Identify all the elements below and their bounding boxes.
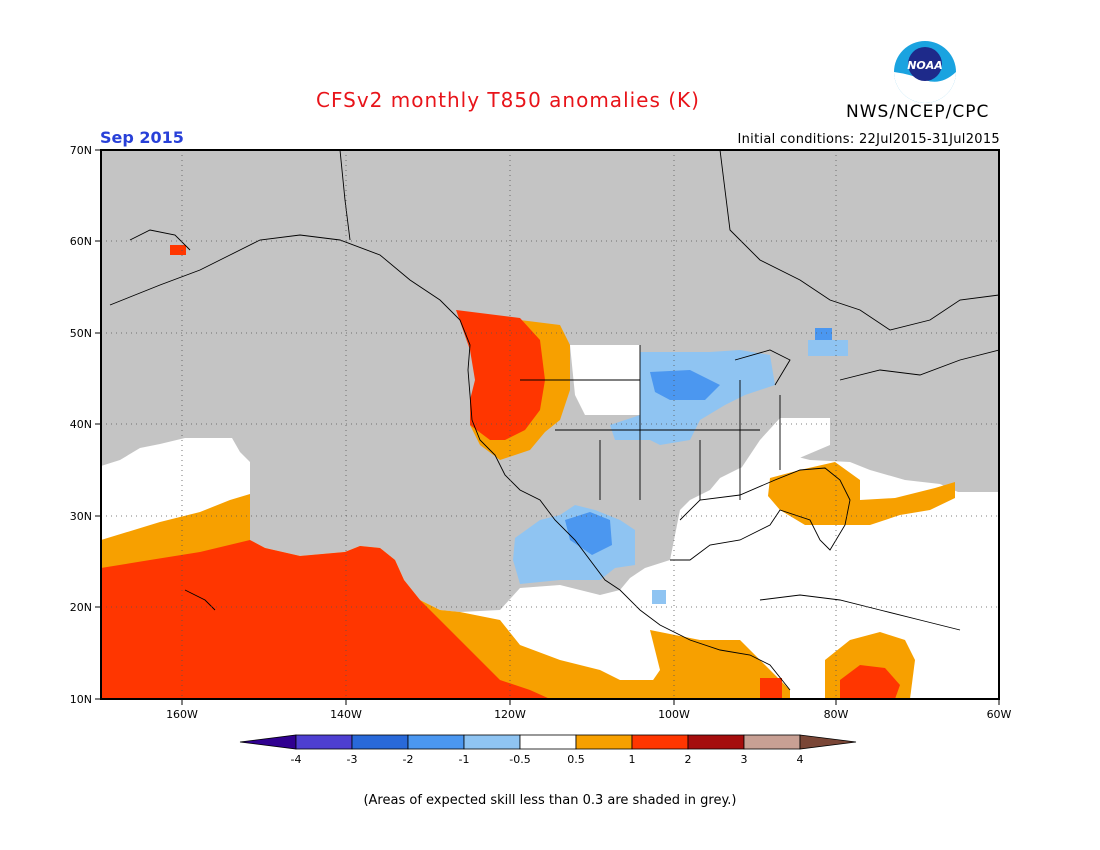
- lon-label: 100W: [658, 708, 690, 721]
- noaa-logo-text: NOAA: [907, 59, 943, 72]
- colorbar-swatch: [295, 734, 353, 750]
- anomaly-lightblue-spot: [652, 590, 666, 604]
- lon-label: 140W: [330, 708, 362, 721]
- anomaly-blue-east-canada: [815, 328, 832, 340]
- lat-label: 70N: [70, 144, 92, 157]
- colorbar-tick-label: -2: [403, 753, 414, 766]
- lon-label: 80W: [824, 708, 849, 721]
- colorbar-tick-label: 2: [685, 753, 692, 766]
- anomaly-red-central-america: [760, 678, 782, 699]
- neutral-southeast: [720, 418, 830, 510]
- colorbar-extend-low: [239, 734, 297, 750]
- anomaly-red-alaska: [170, 245, 186, 255]
- colorbar-tick-label: -3: [347, 753, 358, 766]
- footnote: (Areas of expected skill less than 0.3 a…: [363, 793, 737, 808]
- lat-label: 40N: [70, 418, 92, 431]
- lat-label: 50N: [70, 327, 92, 340]
- lon-label: 60W: [987, 708, 1012, 721]
- colorbar-extend-high: [799, 734, 857, 750]
- noaa-logo: NOAA: [894, 41, 956, 103]
- anomaly-red-pacific: [101, 540, 550, 699]
- colorbar-swatch: [463, 734, 521, 750]
- chart-title: CFSv2 monthly T850 anomalies (K): [316, 88, 700, 112]
- colorbar-swatch: [743, 734, 801, 750]
- colorbar-tick-label: 0.5: [567, 753, 585, 766]
- colorbar-swatch: [519, 734, 577, 750]
- colorbar-swatch: [351, 734, 409, 750]
- forecast-month: Sep 2015: [100, 128, 184, 147]
- lat-label: 60N: [70, 235, 92, 248]
- initial-conditions: Initial conditions: 22Jul2015-31Jul2015: [737, 132, 1000, 147]
- anomaly-blue-plains: [650, 370, 720, 400]
- anomaly-blue-mexico: [565, 512, 612, 555]
- colorbar-tick-label: 4: [797, 753, 804, 766]
- colorbar-swatch: [687, 734, 745, 750]
- colorbar-tick-label: -1: [459, 753, 470, 766]
- anomaly-red-caribbean: [840, 665, 900, 699]
- anomaly-orange-mexico: [640, 630, 790, 699]
- lat-label: 30N: [70, 510, 92, 523]
- colorbar-tick-label: -0.5: [509, 753, 530, 766]
- lon-label: 120W: [494, 708, 526, 721]
- colorbar-tick-label: 3: [741, 753, 748, 766]
- anomaly-orange-southeast: [768, 462, 955, 525]
- lat-label: 20N: [70, 601, 92, 614]
- lon-label: 160W: [166, 708, 198, 721]
- anomaly-red-nw: [456, 310, 545, 440]
- agency-label: NWS/NCEP/CPC: [846, 102, 990, 122]
- coastlines: [109, 150, 999, 691]
- axis-ticks: [95, 149, 1000, 705]
- colorbar-tick-label: 1: [629, 753, 636, 766]
- colorbar-tick-label: -4: [291, 753, 302, 766]
- colorbar: -4 -3 -2 -1 -0.5 0.5 1 2 3 4: [239, 734, 857, 766]
- colorbar-swatch: [631, 734, 689, 750]
- colorbar-swatch: [407, 734, 465, 750]
- lat-label: 10N: [70, 693, 92, 706]
- anomaly-lightblue-east-canada: [808, 340, 848, 356]
- colorbar-swatch: [575, 734, 633, 750]
